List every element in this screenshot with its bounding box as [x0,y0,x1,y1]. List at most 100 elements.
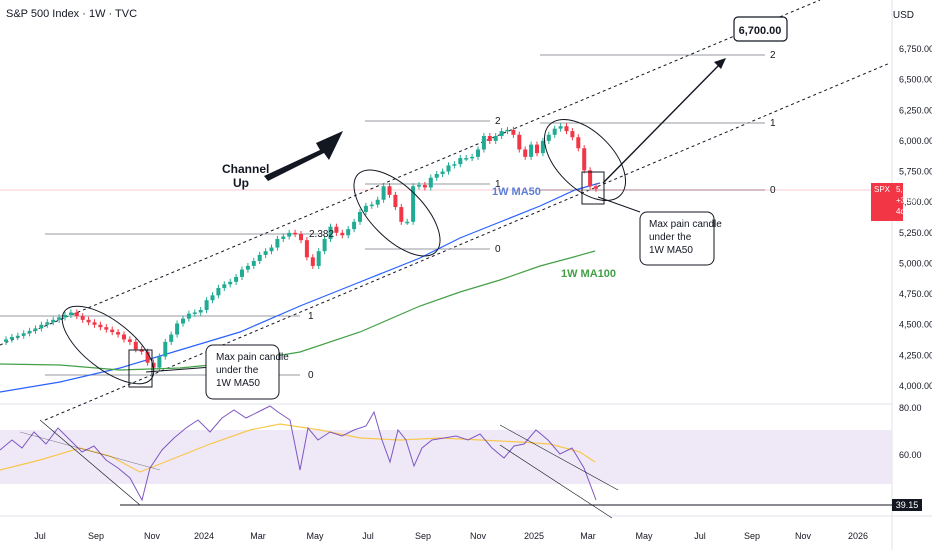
candle-body [145,351,150,363]
candle-body [275,238,280,248]
channel-arrow [264,131,343,181]
candle-body [287,232,292,237]
candle-body [358,211,362,222]
ma100-label: 1W MA100 [561,268,616,280]
candle-body [452,164,457,166]
pain-box-2 [581,171,605,205]
candle-body [222,284,227,288]
candle-body [186,313,191,319]
time-tick-label: Nov [144,531,161,541]
ma50-label: 1W MA50 [492,186,541,198]
candle-body [588,170,593,187]
candle-body [369,204,374,207]
candle-body [68,312,73,315]
fib-label-1b: 1 [495,179,501,190]
fib-label-2c: 2 [770,50,776,61]
ellipse-2023 [61,305,155,385]
candle-body [476,149,480,157]
ellipse-2025 [543,118,627,202]
fib-label-0b: 0 [495,244,501,255]
candle-body [405,221,410,224]
candle-body [98,324,103,328]
time-tick-label: Jul [694,531,706,541]
candle-body [594,186,598,189]
candle-body [381,186,386,200]
callout-2-line-2: under the [649,232,692,243]
candle-body [363,205,368,212]
time-tick-label: 2024 [194,531,214,541]
rsi-axis: 80.00 60.00 [899,403,922,460]
time-tick-label: Jul [34,531,46,541]
candle-body [86,319,91,323]
candle-body [104,327,109,330]
candle-body [92,322,97,325]
time-tick-label: Sep [88,531,104,541]
price-axis: 6,750.00 6,500.00 6,250.00 6,000.00 5,750.00… [899,44,932,391]
candle-body [529,144,534,157]
callout-2 [639,211,715,266]
price-tick-label: 6,250.00 [899,105,932,115]
candle-body [251,261,256,266]
candle-body [564,126,569,132]
candle-body [440,171,445,174]
target-label [733,16,788,42]
candle-body [346,229,351,236]
candle-body [328,226,333,239]
candle-body [352,221,357,230]
candle-body [340,232,345,236]
candle-body [228,281,233,285]
candle-body [540,140,545,154]
callout-2-line-1: Max pain candle [649,219,722,230]
candle-body [446,165,451,172]
ma100-line [0,250,596,371]
candle-body [322,238,327,252]
price-tag-change: +33.87% [896,196,928,205]
candle-body [535,144,539,154]
candle-body [493,136,498,141]
candle-body [163,341,168,357]
candle-body [133,341,138,350]
candle-body [523,149,528,157]
candle-body [422,185,427,188]
price-tick-label: 5,750.00 [899,167,932,177]
target-text: 6,700.00 [739,25,782,37]
candle-body [499,131,504,137]
price-tick-label: 6,750.00 [899,44,932,54]
candle-body [269,247,274,252]
candle-body [428,177,433,188]
channel-upper-line [0,0,821,346]
rsi-current-label: 39.15 [896,500,919,510]
price-tick-label: 6,000.00 [899,136,932,146]
candle-body [27,330,32,334]
candle-body [240,269,244,277]
candle-body [110,329,115,333]
candle-body [9,336,14,340]
candle-body [39,324,44,329]
fib-label-0a: 0 [308,370,314,381]
candle-body [192,312,197,314]
candle-body [198,310,203,313]
time-tick-label: 2026 [848,531,868,541]
price-tick-label: 5,500.00 [899,197,932,207]
callout-1-line-1: Max pain candle [216,352,289,363]
price-tick-label: 6,500.00 [899,75,932,85]
price-tick-label: 5,000.00 [899,258,932,268]
candle-body [464,158,469,160]
candle-body [281,236,286,239]
candle-body [169,334,174,342]
candle-body [116,332,121,335]
chart-title: S&P 500 Index · 1W · TVC [6,8,138,20]
candle-body [257,254,262,262]
candle-body [51,319,56,323]
candle-body [4,339,8,342]
time-tick-label: May [635,531,653,541]
price-tag-symbol: SPX [874,185,891,194]
candle-body [576,137,581,149]
callout-1-line-2: under the [216,365,259,376]
candle-body [263,251,268,255]
fib-label-0c: 0 [770,185,776,196]
candle-body [511,129,516,135]
candle-body [552,128,557,135]
callout-1-line-3: 1W MA50 [216,378,260,389]
